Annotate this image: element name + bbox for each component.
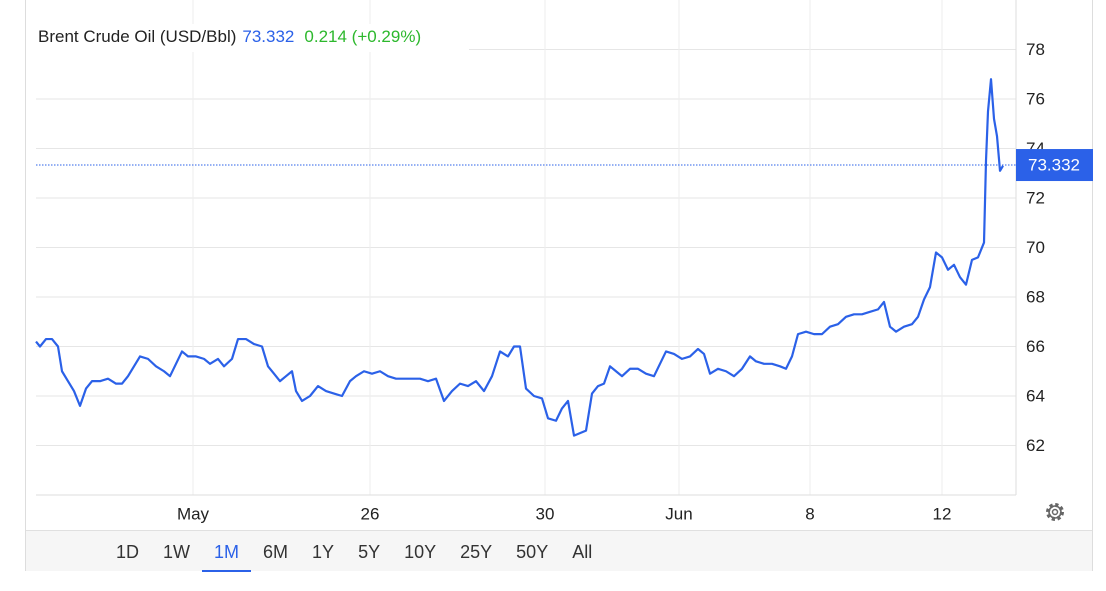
header-price: 73.332 [242, 27, 294, 46]
y-tick-label: 66 [1026, 337, 1045, 356]
settings-icon[interactable] [1046, 503, 1064, 521]
range-button[interactable]: 6M [263, 541, 289, 562]
y-tick-label: 68 [1026, 287, 1045, 306]
x-tick-label: 8 [805, 504, 814, 523]
range-button[interactable]: 10Y [404, 541, 437, 562]
x-tick-label: May [177, 504, 210, 523]
header: Brent Crude Oil (USD/Bbl) 73.332 0.214 (+0… [38, 27, 421, 46]
x-tick-label: 30 [536, 504, 555, 523]
x-tick-label: 12 [933, 504, 952, 523]
range-button[interactable]: 1M [202, 531, 252, 572]
range-bar: 1D 1W 1M 6M 1Y 5Y 10Y 25Y 50Y All [26, 530, 1092, 572]
header-title: Brent Crude Oil (USD/Bbl) [38, 27, 236, 46]
range-button[interactable]: 1D [116, 541, 140, 562]
range-button[interactable]: 5Y [358, 541, 381, 562]
range-button[interactable]: All [572, 541, 593, 562]
price-line [35, 78, 1004, 437]
header-change: 0.214 (+0.29%) [304, 27, 421, 46]
range-button[interactable]: 1Y [312, 541, 335, 562]
chart: Brent Crude Oil (USD/Bbl) 73.332 0.214 (+0… [33, 0, 1093, 524]
y-tick-label: 78 [1026, 40, 1045, 59]
x-tick-label: Jun [665, 504, 692, 523]
header-bg [33, 24, 469, 52]
range-button[interactable]: 50Y [516, 541, 549, 562]
range-button[interactable]: 25Y [460, 541, 493, 562]
last-price-box [1016, 149, 1093, 182]
y-tick-label: 72 [1026, 188, 1045, 207]
y-tick-label: 64 [1026, 386, 1045, 405]
x-tick-label: 26 [361, 504, 380, 523]
last-price-label: 73.332 [1028, 156, 1080, 175]
range-button[interactable]: 1W [163, 541, 191, 562]
y-tick-label: 62 [1026, 436, 1045, 455]
y-tick-label: 70 [1026, 238, 1045, 257]
y-tick-label: 76 [1026, 89, 1045, 108]
